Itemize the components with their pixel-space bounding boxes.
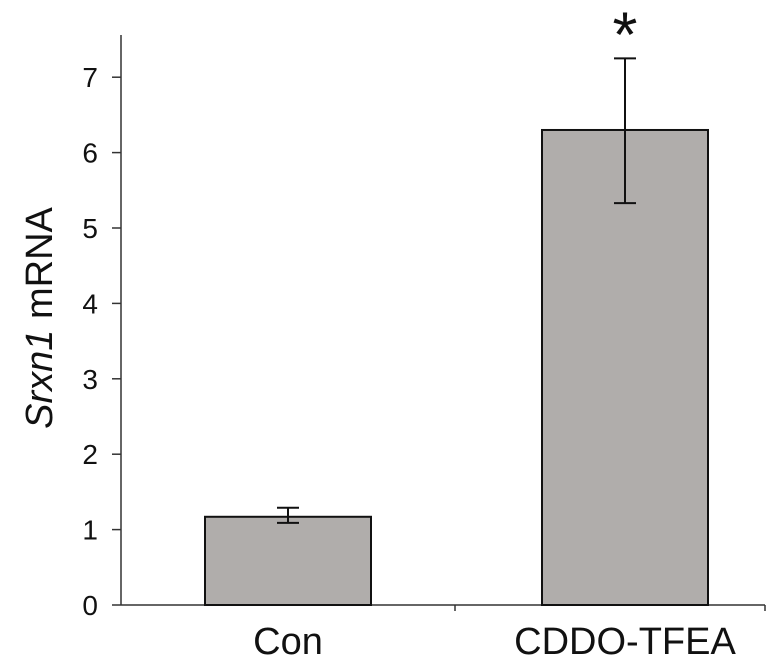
y-axis-title-gene: Srxn1 (19, 330, 61, 429)
y-axis-title: Srxn1 mRNA (19, 206, 61, 428)
bar-cddo-tfea (541, 128, 709, 606)
y-axis-title-unit: mRNA (19, 206, 61, 329)
y-tick-label-4: 4 (82, 288, 98, 319)
y-tick-label-5: 5 (82, 213, 98, 244)
bar-con (204, 515, 372, 606)
y-tick-label-6: 6 (82, 138, 98, 169)
category-label-con: Con (253, 621, 323, 663)
category-label-cddo-tfea: CDDO-TFEA (514, 621, 736, 663)
y-tick-label-3: 3 (82, 364, 98, 395)
y-tick-label-2: 2 (82, 439, 98, 470)
y-tick-label-7: 7 (82, 62, 98, 93)
plot-area: 0 1 2 3 4 5 6 7 Con CDDO-TFEA * (82, 0, 766, 663)
significance-marker: * (613, 0, 638, 70)
y-tick-label-1: 1 (82, 515, 98, 546)
y-tick-label-0: 0 (82, 590, 98, 621)
